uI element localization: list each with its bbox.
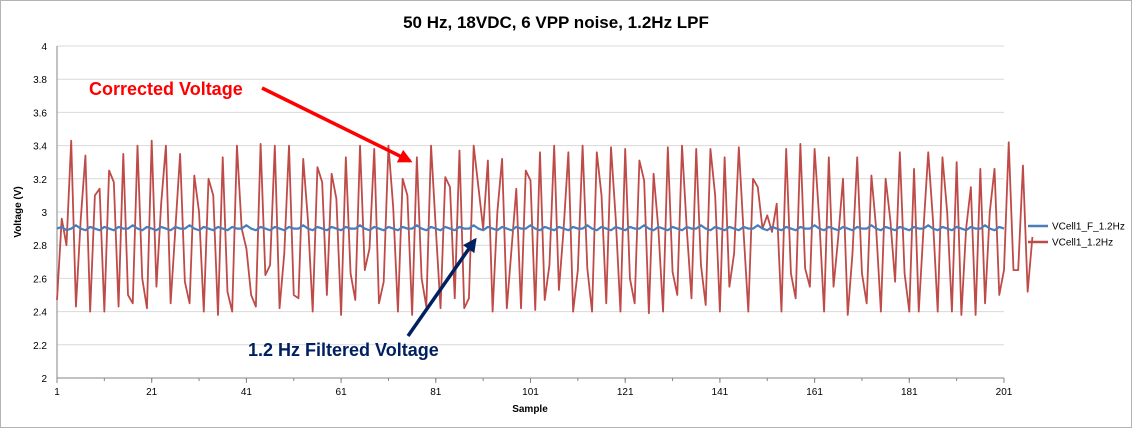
axes: 22.22.42.62.833.23.43.63.841 21 41 61 81 101 1… — [33, 42, 1013, 398]
y-tick-label: 3.2 — [33, 175, 47, 186]
legend-label: VCell1_F_1.2Hz — [1052, 222, 1125, 233]
series-line-corrected — [56, 139, 1034, 316]
x-tick-label: 21 — [146, 387, 158, 398]
y-tick-label: 3.6 — [33, 108, 47, 119]
y-tick-label: 3 — [41, 208, 47, 219]
chart-title: 50 Hz, 18VDC, 6 VPP noise, 1.2Hz LPF — [403, 13, 709, 32]
x-tick-label: 101 — [522, 387, 539, 398]
y-tick-label: 2 — [41, 374, 47, 385]
x-axis-label: Sample — [512, 404, 548, 415]
x-tick-label: 121 — [617, 387, 634, 398]
series-line-filtered — [56, 224, 1005, 232]
legend-label: VCell1_1.2Hz — [1052, 238, 1113, 249]
y-tick-label: 2.6 — [33, 274, 47, 285]
legend: VCell1_F_1.2Hz VCell1_1.2Hz — [1028, 222, 1125, 249]
y-tick-label: 4 — [41, 42, 47, 53]
series-lines — [56, 139, 1034, 316]
x-tick-label: 181 — [901, 387, 918, 398]
annotation-arrow-navy — [406, 237, 477, 338]
annotation-arrow-red — [261, 86, 413, 163]
annotations: Corrected Voltage 1.2 Hz Filtered Voltage — [89, 79, 477, 360]
y-tick-label: 3.4 — [33, 142, 47, 153]
x-tick-label: 61 — [336, 387, 348, 398]
annotation-corrected-voltage: Corrected Voltage — [89, 79, 243, 99]
x-tick-label: 161 — [806, 387, 823, 398]
x-tick-label: 1 — [54, 387, 60, 398]
gridlines — [57, 45, 1004, 379]
y-tick-label: 2.4 — [33, 308, 47, 319]
y-tick-label: 3.8 — [33, 75, 47, 86]
y-tick-label: 2.2 — [33, 341, 47, 352]
y-tick-label: 2.8 — [33, 241, 47, 252]
y-axis-label: Voltage (V) — [13, 186, 24, 237]
x-tick-label: 81 — [430, 387, 442, 398]
x-tick-label: 41 — [241, 387, 253, 398]
annotation-filtered-voltage: 1.2 Hz Filtered Voltage — [248, 340, 439, 360]
x-tick-label: 141 — [712, 387, 729, 398]
x-tick-label: 201 — [996, 387, 1013, 398]
